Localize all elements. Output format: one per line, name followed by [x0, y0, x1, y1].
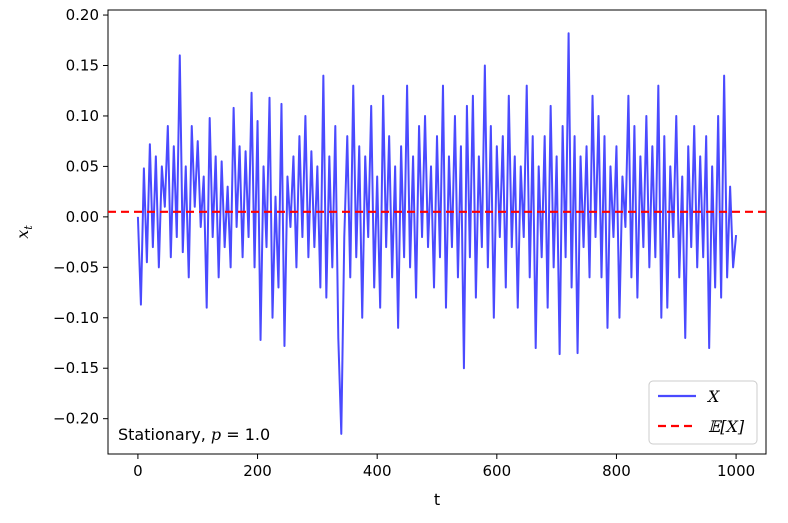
- legend-label-x: X: [706, 387, 720, 406]
- x-axis-label: t: [434, 490, 440, 509]
- y-axis-label: xt: [13, 225, 35, 239]
- x-tick-label: 1000: [717, 462, 755, 480]
- y-tick-label: 0.15: [66, 57, 99, 75]
- series-x-line: [136, 32, 738, 435]
- series-layer: [108, 32, 766, 435]
- y-tick-label: −0.10: [53, 309, 99, 327]
- plot-area: 0 200 400 600 800 1000 −0.20 −0.15 −0.10 −0.05 0.…: [53, 6, 767, 480]
- annotation-prefix: Stationary,: [118, 425, 211, 444]
- annotation-var: p: [211, 425, 221, 444]
- y-tick-label: −0.15: [53, 359, 99, 377]
- y-tick-label: 0.20: [66, 6, 99, 24]
- y-axis-label-main: x: [13, 230, 32, 239]
- y-axis-ticks: −0.20 −0.15 −0.10 −0.05 0.00 0.05 0.10 0.15 0.20: [53, 6, 108, 428]
- y-tick-label: −0.05: [53, 258, 99, 276]
- chart-annotation: Stationary, p = 1.0: [118, 425, 270, 444]
- x-tick-label: 200: [243, 462, 272, 480]
- y-tick-label: 0.10: [66, 107, 99, 125]
- y-tick-label: −0.20: [53, 410, 99, 428]
- legend: X 𝔼[X]: [648, 380, 758, 445]
- annotation-suffix: = 1.0: [221, 425, 270, 444]
- y-axis-label-sub: t: [22, 225, 35, 230]
- y-tick-label: 0.05: [66, 157, 99, 175]
- x-tick-label: 400: [363, 462, 392, 480]
- x-tick-label: 600: [482, 462, 511, 480]
- y-tick-label: 0.00: [66, 208, 99, 226]
- x-axis-ticks: 0 200 400 600 800 1000: [133, 454, 755, 480]
- x-tick-label: 0: [133, 462, 143, 480]
- x-tick-label: 800: [602, 462, 631, 480]
- legend-label-expectation: 𝔼[X]: [708, 417, 745, 436]
